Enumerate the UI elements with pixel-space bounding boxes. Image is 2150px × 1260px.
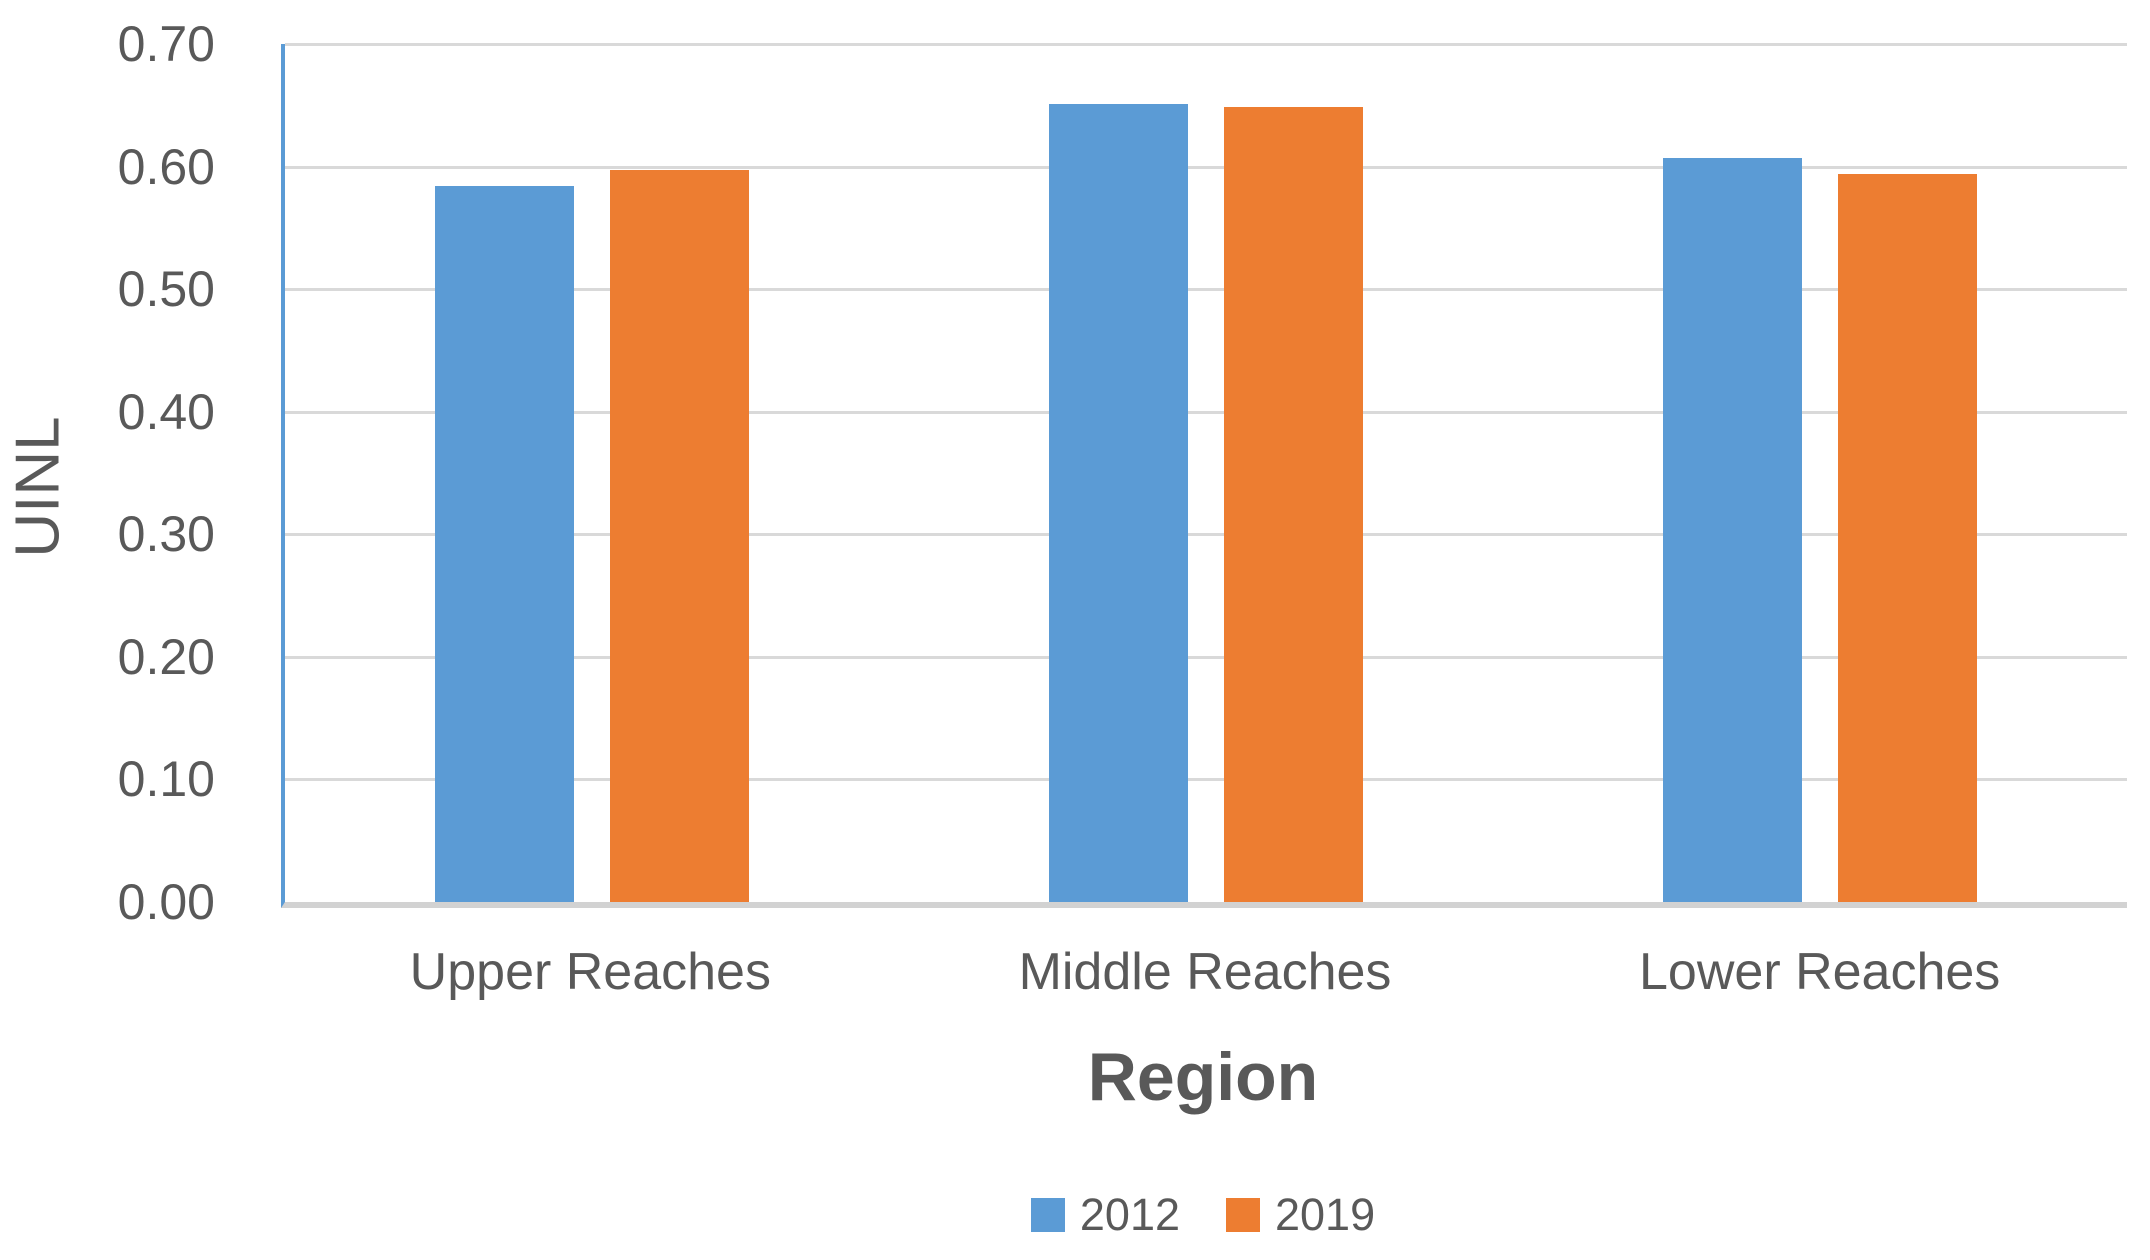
- x-tick-label-lower-reaches: Lower Reaches: [1639, 943, 2001, 1001]
- y-tick-label: 0.50: [117, 261, 215, 318]
- bar-2019-lower-reaches: [1837, 173, 1977, 902]
- gridline: [285, 655, 2127, 659]
- y-tick-label: 0.00: [117, 874, 215, 930]
- gridline: [285, 43, 2127, 46]
- gridline: [285, 165, 2127, 169]
- gridline: [285, 533, 2127, 537]
- bar-2019-middle-reaches: [1224, 106, 1363, 902]
- bar-2019-upper-reaches: [610, 170, 749, 902]
- x-axis-title: Region: [1087, 1039, 1319, 1115]
- y-tick-label: 0.70: [117, 16, 215, 72]
- y-tick-label: 0.40: [117, 383, 215, 440]
- y-tick-label: 0.30: [117, 506, 215, 563]
- legend-swatch-2012: [1030, 1197, 1065, 1232]
- y-tick-label: 0.60: [117, 138, 215, 195]
- bar-2012-upper-reaches: [435, 186, 574, 902]
- legend-item-2019: 2019: [1226, 1192, 1375, 1237]
- gridline: [285, 778, 2127, 782]
- gridline: [285, 288, 2127, 292]
- legend-item-2012: 2012: [1030, 1189, 1180, 1240]
- legend-label-2012: 2012: [1079, 1189, 1180, 1240]
- legend-label-2019: 2019: [1275, 1189, 1376, 1240]
- x-tick-label-middle-reaches: Middle Reaches: [1018, 943, 1392, 1001]
- y-tick-label: 0.10: [117, 751, 215, 808]
- chart-legend: 2012 2019: [283, 1192, 2123, 1237]
- x-tick-label-upper-reaches: Upper Reaches: [409, 943, 771, 1001]
- bar-2012-middle-reaches: [1049, 104, 1188, 902]
- legend-swatch-2019: [1226, 1197, 1260, 1232]
- gridline: [285, 410, 2127, 414]
- bar-2012-lower-reaches: [1662, 158, 1802, 902]
- y-tick-label: 0.20: [117, 628, 215, 685]
- plot-area: [281, 43, 2127, 908]
